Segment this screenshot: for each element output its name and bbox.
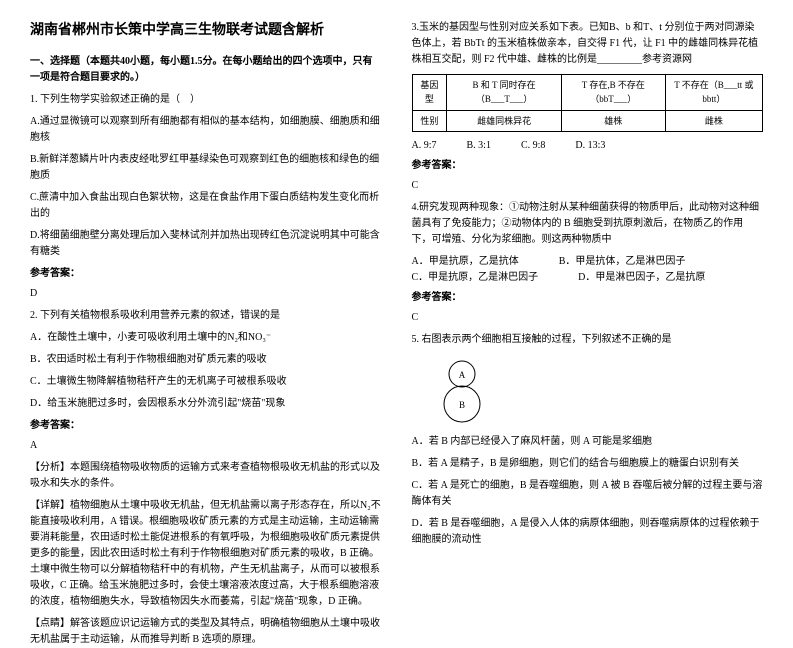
two-cells-icon: A B — [432, 356, 492, 426]
q2-analysis: 【分析】本题围绕植物吸收物质的运输方式来考查植物根吸收无机盐的形式以及吸水和失水… — [30, 460, 382, 492]
table-row: 基因型 B 和 T 同时存在（B___T___） T 存在,B 不存在（bbT_… — [412, 75, 763, 111]
cell-female: 雌株 — [665, 110, 762, 131]
q3-answer: C — [412, 178, 764, 194]
q4-opt-c: C．甲是抗原，乙是淋巴因子 — [412, 270, 539, 286]
q4-stem: 4.研究发现两种现象：①动物注射从某种细菌获得的物质甲后，此动物对这种细菌具有了… — [412, 200, 764, 248]
cell-bt-both: B 和 T 同时存在（B___T___） — [447, 75, 561, 111]
document-title: 湖南省郴州市长策中学高三生物联考试题含解析 — [30, 20, 382, 42]
cell-contact-diagram: A B — [432, 356, 764, 426]
q2-opt-c: C．土壤微生物降解植物秸秆产生的无机离子可被根系吸收 — [30, 374, 382, 390]
q2-opt-a: A．在酸性土壤中，小麦可吸收利用土壤中的N₂和NO₃⁻ — [30, 330, 382, 346]
q3-opt-b: B. 3:1 — [467, 138, 491, 154]
q5-opt-b: B．若 A 是精子，B 是卵细胞，则它们的结合与细胞膜上的糖蛋白识别有关 — [412, 456, 764, 472]
q3-opt-a: A. 9:7 — [412, 138, 437, 154]
label-b: B — [458, 400, 464, 410]
q5-opt-a: A．若 B 内部已经侵入了麻风杆菌，则 A 可能是浆细胞 — [412, 434, 764, 450]
q1-opt-b: B.新鲜洋葱鳞片叶内表皮经吡罗红甲基绿染色可观察到红色的细胞核和绿色的细胞质 — [30, 152, 382, 184]
q4-answer: C — [412, 310, 764, 326]
section-1-header: 一、选择题（本题共40小题，每小题1.5分。在每小题给出的四个选项中，只有一项是… — [30, 54, 382, 86]
q5-opt-c: C．若 A 是死亡的细胞，B 是吞噬细胞，则 A 被 B 吞噬后被分解的过程主要… — [412, 478, 764, 510]
q2-opt-b: B．农田适时松土有利于作物根细胞对矿质元素的吸收 — [30, 352, 382, 368]
q2-detail: 【详解】植物细胞从土壤中吸收无机盐，但无机盐需以离子形态存在，所以N₂不能直接吸… — [30, 498, 382, 610]
q4-opt-a: A．甲是抗原，乙是抗体 — [412, 254, 519, 270]
q3-answer-label: 参考答案： — [412, 158, 764, 174]
cell-genotype-header: 基因型 — [412, 75, 447, 111]
label-a: A — [458, 370, 465, 380]
q1-stem: 1. 下列生物学实验叙述正确的是（ ） — [30, 92, 382, 108]
q3-table: 基因型 B 和 T 同时存在（B___T___） T 存在,B 不存在（bbT_… — [412, 74, 764, 132]
q2-stem: 2. 下列有关植物根系吸收利用营养元素的叙述，错误的是 — [30, 308, 382, 324]
q4-opt-d: D．甲是淋巴因子，乙是抗原 — [578, 270, 705, 286]
q4-opt-b: B．甲是抗体，乙是淋巴因子 — [559, 254, 686, 270]
q1-answer: D — [30, 286, 382, 302]
q3-opt-c: C. 9:8 — [521, 138, 545, 154]
q1-opt-c: C.蔗清中加入食盐出现白色絮状物，这是在食盐作用下蛋白质结构发生变化而析出的 — [30, 190, 382, 222]
q2-answer: A — [30, 438, 382, 454]
q2-point: 【点睛】解答该题应识记运输方式的类型及其特点，明确植物细胞从土壤中吸收无机盐属于… — [30, 616, 382, 648]
q3-opt-d: D. 13:3 — [575, 138, 605, 154]
q4-options-row2: C．甲是抗原，乙是淋巴因子 D．甲是淋巴因子，乙是抗原 — [412, 270, 764, 286]
q4-answer-label: 参考答案： — [412, 290, 764, 306]
q1-answer-label: 参考答案： — [30, 266, 382, 282]
q3-options: A. 9:7 B. 3:1 C. 9:8 D. 13:3 — [412, 138, 764, 154]
q1-opt-d: D.将细菌细胞壁分离处理后加入斐林试剂并加热出现砖红色沉淀说明其中可能含有糖类 — [30, 228, 382, 260]
q2-answer-label: 参考答案： — [30, 418, 382, 434]
table-row: 性别 雌雄同株异花 雄株 雌株 — [412, 110, 763, 131]
left-column: 湖南省郴州市长策中学高三生物联考试题含解析 一、选择题（本题共40小题，每小题1… — [30, 20, 382, 541]
q3-stem: 3.玉米的基因型与性别对应关系如下表。已知B、b 和T、t 分别位于两对同源染色… — [412, 20, 764, 68]
q5-opt-d: D．若 B 是吞噬细胞，A 是侵入人体的病原体细胞，则吞噬病原体的过程依赖于细胞… — [412, 516, 764, 548]
q4-options-row1: A．甲是抗原，乙是抗体 B．甲是抗体，乙是淋巴因子 — [412, 254, 764, 270]
cell-male: 雄株 — [561, 110, 665, 131]
cell-sex-header: 性别 — [412, 110, 447, 131]
cell-t-only: T 存在,B 不存在（bbT___） — [561, 75, 665, 111]
q2-opt-d: D．给玉米施肥过多时，会因根系水分外流引起"烧苗"现象 — [30, 396, 382, 412]
q5-stem: 5. 右图表示两个细胞相互接触的过程，下列叙述不正确的是 — [412, 332, 764, 348]
cell-monoecious: 雌雄同株异花 — [447, 110, 561, 131]
right-column: 3.玉米的基因型与性别对应关系如下表。已知B、b 和T、t 分别位于两对同源染色… — [412, 20, 764, 541]
q1-opt-a: A.通过显微镜可以观察到所有细胞都有相似的基本结构，如细胞膜、细胞质和细胞核 — [30, 114, 382, 146]
cell-no-t: T 不存在（B___tt 或 bbtt） — [665, 75, 762, 111]
